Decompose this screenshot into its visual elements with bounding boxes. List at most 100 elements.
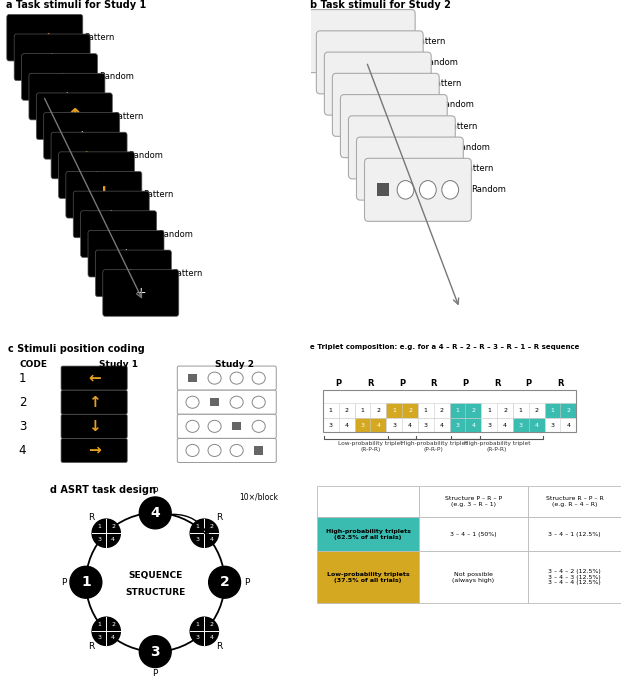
Bar (396, 56, 408, 69)
Text: 2: 2 (471, 408, 476, 413)
FancyBboxPatch shape (73, 191, 149, 238)
Bar (528, 486, 621, 517)
Text: High-probability triplet
(R-P-R): High-probability triplet (R-P-R) (464, 441, 530, 451)
Bar (360, 77, 371, 90)
Text: →: → (88, 443, 101, 458)
Text: Pattern: Pattern (84, 33, 114, 42)
Circle shape (371, 53, 388, 72)
Text: 1: 1 (81, 575, 91, 589)
Bar (323, 403, 355, 418)
FancyBboxPatch shape (178, 390, 276, 414)
Circle shape (139, 636, 171, 667)
Text: 1: 1 (97, 524, 101, 530)
Text: SEQUENCE: SEQUENCE (128, 571, 183, 580)
Circle shape (252, 421, 265, 432)
Bar (188, 374, 197, 382)
Text: ←: ← (111, 225, 127, 244)
Bar (419, 551, 528, 603)
Text: +: + (47, 51, 58, 64)
Text: 3: 3 (550, 423, 555, 427)
Circle shape (379, 75, 396, 93)
Circle shape (388, 96, 404, 114)
Text: ←: ← (81, 146, 97, 165)
Text: Study 1: Study 1 (99, 360, 138, 369)
FancyBboxPatch shape (36, 93, 112, 140)
Bar (450, 403, 481, 418)
Text: 3: 3 (487, 423, 491, 427)
Bar (419, 486, 528, 517)
Bar (386, 403, 418, 418)
Bar (428, 141, 440, 154)
Circle shape (252, 372, 265, 384)
Circle shape (349, 53, 366, 72)
Bar (418, 403, 450, 418)
Text: R: R (88, 643, 94, 651)
Text: Pattern: Pattern (143, 190, 173, 199)
Text: +: + (61, 90, 72, 103)
Text: P: P (526, 379, 532, 388)
FancyBboxPatch shape (316, 31, 423, 94)
Text: 1: 1 (196, 623, 199, 627)
Text: ↑: ↑ (66, 107, 83, 126)
Text: Pattern: Pattern (415, 36, 445, 46)
Circle shape (208, 372, 221, 384)
Text: P: P (463, 379, 468, 388)
Text: 4: 4 (111, 635, 115, 640)
Text: 3: 3 (196, 537, 199, 542)
Text: Random: Random (439, 100, 474, 110)
FancyBboxPatch shape (51, 132, 127, 179)
Bar (392, 162, 404, 175)
Text: Pattern: Pattern (431, 79, 461, 88)
Circle shape (70, 566, 102, 598)
Text: R: R (88, 513, 94, 522)
Bar (232, 422, 241, 430)
Bar (210, 398, 219, 406)
Text: Pattern: Pattern (173, 269, 203, 278)
Circle shape (208, 445, 221, 456)
Circle shape (419, 181, 436, 199)
FancyBboxPatch shape (103, 270, 179, 316)
Text: Time: Time (401, 167, 420, 190)
FancyBboxPatch shape (29, 73, 105, 120)
Circle shape (402, 75, 419, 93)
Text: R: R (367, 379, 374, 388)
Text: 4: 4 (150, 506, 160, 520)
Text: 10×/block: 10×/block (238, 493, 278, 502)
Circle shape (190, 617, 219, 645)
Circle shape (208, 421, 221, 432)
Text: 3: 3 (97, 537, 101, 542)
Text: 2: 2 (209, 623, 213, 627)
Text: Structure R – P – R
(e.g. R – 4 – R): Structure R – P – R (e.g. R – 4 – R) (546, 497, 603, 507)
FancyBboxPatch shape (7, 14, 83, 61)
Bar (528, 517, 621, 551)
Text: Time: Time (78, 192, 99, 214)
Circle shape (186, 421, 199, 432)
Text: ↑: ↑ (88, 395, 101, 410)
Text: Random: Random (423, 58, 458, 67)
Text: ↓: ↓ (96, 185, 112, 204)
Circle shape (186, 396, 199, 408)
Bar (419, 517, 528, 551)
FancyBboxPatch shape (356, 137, 463, 200)
Text: 2: 2 (408, 408, 412, 413)
Bar (355, 418, 386, 432)
Bar (481, 403, 513, 418)
Circle shape (335, 75, 351, 93)
Text: 2: 2 (111, 623, 115, 627)
Text: 4: 4 (566, 423, 571, 427)
Text: 4: 4 (111, 537, 115, 542)
Circle shape (397, 181, 414, 199)
Text: 3: 3 (150, 645, 160, 658)
Text: High-probability triplets
(62.5% of all trials): High-probability triplets (62.5% of all … (325, 529, 410, 540)
Bar (317, 551, 419, 603)
Circle shape (186, 445, 199, 456)
FancyBboxPatch shape (61, 366, 127, 390)
Text: Low-probability triplets
(37.5% of all trials): Low-probability triplets (37.5% of all t… (327, 572, 409, 582)
FancyBboxPatch shape (178, 414, 276, 438)
Circle shape (230, 445, 243, 456)
FancyBboxPatch shape (96, 250, 171, 297)
Text: 1: 1 (392, 408, 396, 413)
Text: 4: 4 (535, 423, 539, 427)
Text: Random: Random (128, 151, 163, 160)
Text: 2: 2 (19, 396, 26, 409)
